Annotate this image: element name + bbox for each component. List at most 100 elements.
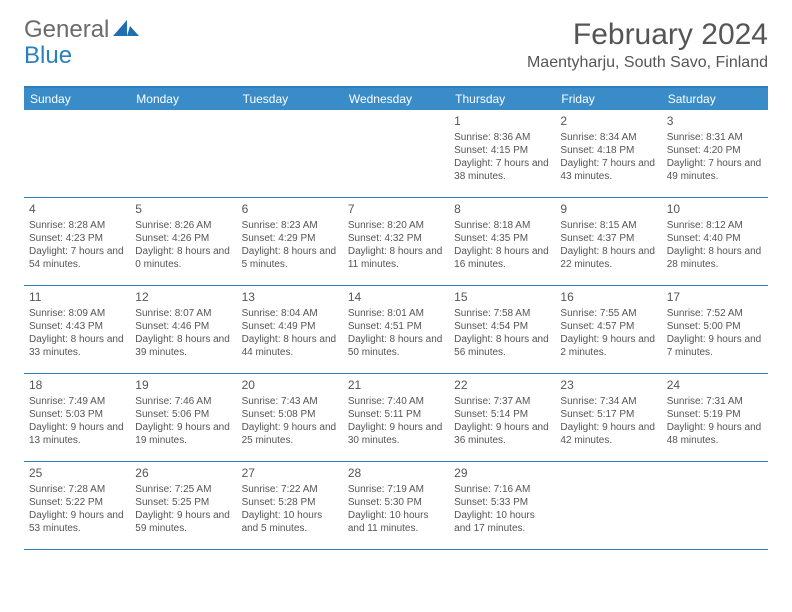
day-number: 25 xyxy=(29,466,125,482)
sunset-line: Sunset: 4:18 PM xyxy=(560,144,656,157)
sunrise-line: Sunrise: 8:20 AM xyxy=(348,219,444,232)
sunrise-line: Sunrise: 7:58 AM xyxy=(454,307,550,320)
brand-text-2: Blue xyxy=(24,42,72,70)
sunrise-line: Sunrise: 8:01 AM xyxy=(348,307,444,320)
sunset-line: Sunset: 4:49 PM xyxy=(242,320,338,333)
day-cell: 20Sunrise: 7:43 AMSunset: 5:08 PMDayligh… xyxy=(237,374,343,461)
sunrise-line: Sunrise: 7:31 AM xyxy=(667,395,763,408)
day-cell: 27Sunrise: 7:22 AMSunset: 5:28 PMDayligh… xyxy=(237,462,343,549)
brand-text-1: General xyxy=(24,18,109,42)
day-number: 29 xyxy=(454,466,550,482)
daylight-line: Daylight: 9 hours and 7 minutes. xyxy=(667,333,763,359)
day-number: 5 xyxy=(135,202,231,218)
day-number: 19 xyxy=(135,378,231,394)
sunrise-line: Sunrise: 7:28 AM xyxy=(29,483,125,496)
daylight-line: Daylight: 8 hours and 39 minutes. xyxy=(135,333,231,359)
daylight-line: Daylight: 7 hours and 43 minutes. xyxy=(560,157,656,183)
sunrise-line: Sunrise: 8:15 AM xyxy=(560,219,656,232)
day-cell: 21Sunrise: 7:40 AMSunset: 5:11 PMDayligh… xyxy=(343,374,449,461)
day-cell: 29Sunrise: 7:16 AMSunset: 5:33 PMDayligh… xyxy=(449,462,555,549)
sunset-line: Sunset: 5:06 PM xyxy=(135,408,231,421)
sunset-line: Sunset: 5:08 PM xyxy=(242,408,338,421)
sunrise-line: Sunrise: 7:49 AM xyxy=(29,395,125,408)
daylight-line: Daylight: 10 hours and 11 minutes. xyxy=(348,509,444,535)
day-cell: 17Sunrise: 7:52 AMSunset: 5:00 PMDayligh… xyxy=(662,286,768,373)
day-cell: 24Sunrise: 7:31 AMSunset: 5:19 PMDayligh… xyxy=(662,374,768,461)
daylight-line: Daylight: 8 hours and 56 minutes. xyxy=(454,333,550,359)
sunrise-line: Sunrise: 7:52 AM xyxy=(667,307,763,320)
sunset-line: Sunset: 4:57 PM xyxy=(560,320,656,333)
title-block: February 2024 Maentyharju, South Savo, F… xyxy=(527,18,768,72)
daylight-line: Daylight: 8 hours and 33 minutes. xyxy=(29,333,125,359)
month-title: February 2024 xyxy=(527,18,768,52)
week-row: 4Sunrise: 8:28 AMSunset: 4:23 PMDaylight… xyxy=(24,198,768,286)
day-header: Friday xyxy=(555,88,661,110)
sunrise-line: Sunrise: 7:25 AM xyxy=(135,483,231,496)
day-cell: 11Sunrise: 8:09 AMSunset: 4:43 PMDayligh… xyxy=(24,286,130,373)
sunset-line: Sunset: 4:37 PM xyxy=(560,232,656,245)
sunset-line: Sunset: 4:46 PM xyxy=(135,320,231,333)
sunset-line: Sunset: 5:14 PM xyxy=(454,408,550,421)
sunset-line: Sunset: 4:51 PM xyxy=(348,320,444,333)
day-number: 28 xyxy=(348,466,444,482)
brand-logo: General xyxy=(24,18,141,42)
day-cell: 25Sunrise: 7:28 AMSunset: 5:22 PMDayligh… xyxy=(24,462,130,549)
day-header: Sunday xyxy=(24,88,130,110)
daylight-line: Daylight: 9 hours and 59 minutes. xyxy=(135,509,231,535)
day-header: Thursday xyxy=(449,88,555,110)
daylight-line: Daylight: 7 hours and 38 minutes. xyxy=(454,157,550,183)
day-cell: 2Sunrise: 8:34 AMSunset: 4:18 PMDaylight… xyxy=(555,110,661,197)
daylight-line: Daylight: 10 hours and 5 minutes. xyxy=(242,509,338,535)
sunrise-line: Sunrise: 8:34 AM xyxy=(560,131,656,144)
location-label: Maentyharju, South Savo, Finland xyxy=(527,54,768,72)
day-number: 17 xyxy=(667,290,763,306)
day-header: Monday xyxy=(130,88,236,110)
day-headers-row: SundayMondayTuesdayWednesdayThursdayFrid… xyxy=(24,88,768,110)
day-header: Tuesday xyxy=(237,88,343,110)
daylight-line: Daylight: 9 hours and 2 minutes. xyxy=(560,333,656,359)
day-number: 24 xyxy=(667,378,763,394)
sunrise-line: Sunrise: 7:46 AM xyxy=(135,395,231,408)
day-number: 4 xyxy=(29,202,125,218)
day-cell: 12Sunrise: 8:07 AMSunset: 4:46 PMDayligh… xyxy=(130,286,236,373)
day-number: 14 xyxy=(348,290,444,306)
daylight-line: Daylight: 8 hours and 16 minutes. xyxy=(454,245,550,271)
sunrise-line: Sunrise: 7:19 AM xyxy=(348,483,444,496)
day-number: 18 xyxy=(29,378,125,394)
daylight-line: Daylight: 8 hours and 0 minutes. xyxy=(135,245,231,271)
day-cell: 10Sunrise: 8:12 AMSunset: 4:40 PMDayligh… xyxy=(662,198,768,285)
sunrise-line: Sunrise: 7:16 AM xyxy=(454,483,550,496)
sunset-line: Sunset: 4:29 PM xyxy=(242,232,338,245)
daylight-line: Daylight: 9 hours and 42 minutes. xyxy=(560,421,656,447)
sunrise-line: Sunrise: 8:18 AM xyxy=(454,219,550,232)
daylight-line: Daylight: 9 hours and 36 minutes. xyxy=(454,421,550,447)
sunrise-line: Sunrise: 8:09 AM xyxy=(29,307,125,320)
day-cell: 19Sunrise: 7:46 AMSunset: 5:06 PMDayligh… xyxy=(130,374,236,461)
day-number: 23 xyxy=(560,378,656,394)
sunrise-line: Sunrise: 8:26 AM xyxy=(135,219,231,232)
sunset-line: Sunset: 4:23 PM xyxy=(29,232,125,245)
daylight-line: Daylight: 8 hours and 5 minutes. xyxy=(242,245,338,271)
day-cell xyxy=(237,110,343,197)
day-number: 21 xyxy=(348,378,444,394)
day-number: 10 xyxy=(667,202,763,218)
day-cell: 14Sunrise: 8:01 AMSunset: 4:51 PMDayligh… xyxy=(343,286,449,373)
week-row: 25Sunrise: 7:28 AMSunset: 5:22 PMDayligh… xyxy=(24,462,768,550)
sunset-line: Sunset: 4:54 PM xyxy=(454,320,550,333)
day-number: 27 xyxy=(242,466,338,482)
day-header: Wednesday xyxy=(343,88,449,110)
daylight-line: Daylight: 8 hours and 28 minutes. xyxy=(667,245,763,271)
day-cell: 1Sunrise: 8:36 AMSunset: 4:15 PMDaylight… xyxy=(449,110,555,197)
sunset-line: Sunset: 4:26 PM xyxy=(135,232,231,245)
daylight-line: Daylight: 9 hours and 19 minutes. xyxy=(135,421,231,447)
day-cell xyxy=(662,462,768,549)
day-number: 15 xyxy=(454,290,550,306)
sunset-line: Sunset: 5:30 PM xyxy=(348,496,444,509)
daylight-line: Daylight: 10 hours and 17 minutes. xyxy=(454,509,550,535)
day-number: 3 xyxy=(667,114,763,130)
sunrise-line: Sunrise: 8:04 AM xyxy=(242,307,338,320)
day-cell: 26Sunrise: 7:25 AMSunset: 5:25 PMDayligh… xyxy=(130,462,236,549)
day-cell: 8Sunrise: 8:18 AMSunset: 4:35 PMDaylight… xyxy=(449,198,555,285)
sunset-line: Sunset: 5:28 PM xyxy=(242,496,338,509)
daylight-line: Daylight: 7 hours and 49 minutes. xyxy=(667,157,763,183)
